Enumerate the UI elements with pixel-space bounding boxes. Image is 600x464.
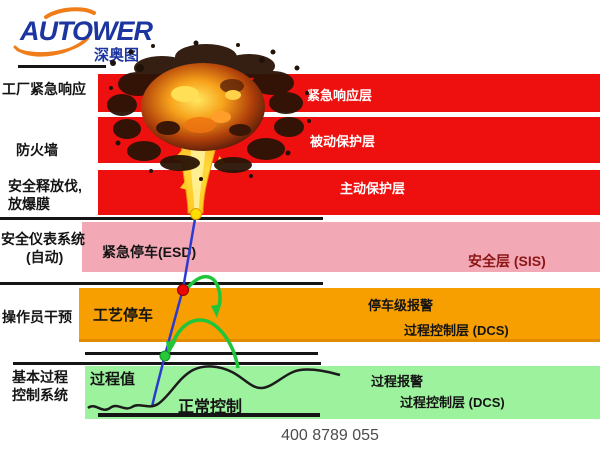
divider-line-bpcs-top: [13, 362, 321, 365]
label-bpcs-line1: 基本过程: [12, 369, 68, 385]
text-active-protection-layer: 主动保护层: [340, 181, 406, 196]
text-dcs-layer-orange: 过程控制层 (DCS): [404, 323, 509, 338]
logo-swoosh-icon: [13, 7, 96, 57]
label-relief-line1: 安全释放伐,: [8, 178, 82, 194]
text-process-alarm: 过程报警: [371, 374, 424, 389]
phone-number: 400 8789 055: [281, 427, 379, 444]
divider-line-sis-top: [0, 217, 323, 220]
divider-line-top: [18, 65, 106, 68]
logo-chinese-text: 深奥图: [94, 47, 140, 64]
label-bpcs-line2: 控制系统: [12, 387, 68, 403]
label-sis-line1: 安全仪表系统: [1, 231, 85, 247]
divider-line-operator-bottom: [85, 352, 318, 355]
text-emergency-response-layer: 紧急响应层: [307, 88, 373, 103]
label-operator: 操作员干预: [2, 309, 72, 325]
text-passive-protection-layer: 被动保护层: [310, 134, 376, 149]
logo-brand-text: AUTOWER: [20, 16, 153, 46]
text-process-shutdown: 工艺停车: [93, 307, 154, 324]
label-firewall: 防火墙: [16, 142, 58, 158]
text-safety-layer-sis: 安全层 (SIS): [468, 253, 546, 269]
divider-line-operator-top: [0, 282, 323, 285]
label-plant-emergency: 工厂紧急响应: [2, 81, 86, 97]
autower-logo: AUTOWER 深奥图: [8, 4, 188, 64]
text-process-value: 过程值: [90, 371, 136, 388]
layer-bar-dcs-shutdown: [79, 288, 600, 342]
label-relief-line2: 放爆膜: [8, 196, 50, 212]
normal-control-baseline: [98, 413, 320, 417]
text-dcs-layer-green: 过程控制层 (DCS): [400, 395, 505, 410]
text-normal-control: 正常控制: [178, 399, 243, 416]
text-shutdown-alarm: 停车级报警: [368, 298, 434, 313]
text-esd: 紧急停车(ESD): [102, 244, 197, 260]
layer-bar-dcs-normal: [85, 366, 600, 419]
label-sis-line2: (自动): [26, 249, 64, 265]
